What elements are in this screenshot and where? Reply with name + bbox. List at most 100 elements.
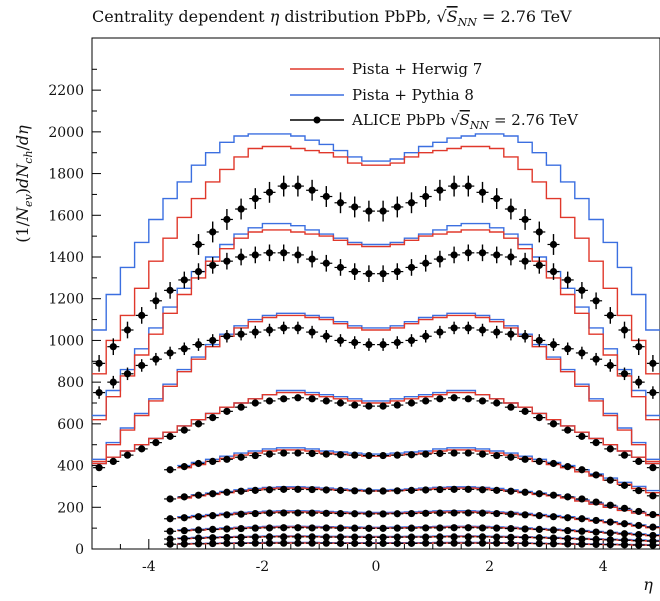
data-point-c7 xyxy=(280,524,288,532)
data-point-c5 xyxy=(322,486,330,494)
y-axis: 0 200 400 600 800 1000 1200 1400 1600 1800 2000 220… xyxy=(48,68,101,558)
data-point-c2 xyxy=(592,355,600,363)
data-point-c2 xyxy=(194,341,203,349)
x-tick-label: 0 xyxy=(372,559,381,575)
data-point-c8 xyxy=(351,533,359,541)
data-point-c4 xyxy=(464,449,472,457)
title-eta: η xyxy=(270,7,280,26)
data-point-c8 xyxy=(336,533,345,541)
data-point-c5 xyxy=(308,485,316,494)
data-point-c9 xyxy=(280,539,288,547)
data-point-c4 xyxy=(535,457,543,465)
title-middle: distribution PbPb, xyxy=(279,7,436,26)
data-point-c8 xyxy=(592,535,600,544)
series-pythia-c2 xyxy=(92,312,660,460)
data-point-c1 xyxy=(351,268,359,276)
legend-alice-suffix: = 2.76 TeV xyxy=(489,111,579,129)
legend-herwig-label: Pista + Herwig 7 xyxy=(352,60,482,78)
data-point-c2 xyxy=(294,324,302,332)
data-point-c5 xyxy=(436,485,444,494)
data-point-c3 xyxy=(251,399,259,407)
data-point-c0 xyxy=(209,228,217,236)
data-point-c7 xyxy=(251,524,259,532)
data-point-c3 xyxy=(166,432,174,440)
data-point-c1 xyxy=(535,261,543,269)
data-point-c3 xyxy=(422,397,430,405)
x-tick-label: -2 xyxy=(256,559,270,575)
data-point-c9 xyxy=(294,539,302,547)
data-point-c7 xyxy=(194,526,203,534)
data-point-c6 xyxy=(393,510,401,518)
data-point-c9 xyxy=(535,539,543,548)
data-point-c8 xyxy=(237,533,245,541)
ylabel-ev: ev xyxy=(22,193,35,207)
data-point-c0 xyxy=(265,188,274,196)
data-point-c2 xyxy=(535,336,543,345)
data-point-c2 xyxy=(450,324,458,332)
data-point-c8 xyxy=(436,533,444,541)
data-point-c8 xyxy=(180,534,188,543)
data-point-c6 xyxy=(478,509,487,517)
data-point-c9 xyxy=(521,539,529,547)
data-point-c3 xyxy=(478,397,487,405)
data-point-c9 xyxy=(407,539,416,547)
data-point-c3 xyxy=(549,420,558,428)
y-tick-label: 2200 xyxy=(48,83,84,99)
data-point-c2 xyxy=(152,355,160,363)
data-point-c6 xyxy=(450,509,458,517)
data-point-c2 xyxy=(365,341,373,349)
data-point-c8 xyxy=(294,533,302,541)
legend-alice-nn: NN xyxy=(469,119,490,132)
data-point-c4 xyxy=(180,463,188,471)
data-point-c1 xyxy=(209,261,217,269)
data-point-c8 xyxy=(507,533,515,541)
data-point-c3 xyxy=(322,397,330,405)
data-point-c8 xyxy=(493,533,501,541)
series-herwig-c8 xyxy=(177,535,660,542)
data-point-c3 xyxy=(280,395,288,403)
data-point-c1 xyxy=(109,343,117,351)
data-point-c7 xyxy=(620,530,629,538)
data-point-c5 xyxy=(635,507,643,516)
data-point-c9 xyxy=(379,539,387,547)
data-point-c8 xyxy=(549,534,558,542)
data-point-c2 xyxy=(265,326,274,334)
data-point-c6 xyxy=(351,510,359,518)
data-point-c9 xyxy=(620,541,629,549)
data-point-c0 xyxy=(280,182,288,190)
data-point-c6 xyxy=(436,509,444,517)
data-point-c1 xyxy=(407,263,416,272)
data-point-c0 xyxy=(407,199,416,207)
data-point-c9 xyxy=(265,539,274,547)
data-point-c4 xyxy=(294,449,302,457)
data-point-c7 xyxy=(521,525,529,533)
data-point-c7 xyxy=(308,524,316,532)
data-point-c2 xyxy=(351,338,359,347)
y-tick-label: 800 xyxy=(57,375,84,391)
y-tick-label: 2000 xyxy=(48,125,84,141)
series-pythia-c1 xyxy=(92,222,660,417)
data-point-c8 xyxy=(407,533,416,541)
data-point-c6 xyxy=(166,515,174,523)
data-point-c5 xyxy=(592,498,600,506)
data-point-c7 xyxy=(180,527,188,535)
data-point-c9 xyxy=(635,541,643,549)
data-point-c2 xyxy=(507,330,515,338)
data-point-c4 xyxy=(407,451,416,459)
data-point-c7 xyxy=(450,524,458,532)
data-point-c5 xyxy=(521,488,529,496)
data-point-c2 xyxy=(166,349,174,357)
data-point-c3 xyxy=(507,403,515,411)
data-point-c4 xyxy=(592,471,600,479)
data-point-c8 xyxy=(365,533,373,541)
data-point-c2 xyxy=(95,388,103,397)
data-point-c3 xyxy=(379,402,387,410)
data-point-c8 xyxy=(280,533,288,541)
data-point-c6 xyxy=(507,510,515,518)
data-point-c1 xyxy=(649,359,657,367)
data-point-c6 xyxy=(422,509,430,517)
data-point-c4 xyxy=(393,451,401,459)
data-point-c1 xyxy=(592,297,600,305)
data-point-c3 xyxy=(294,394,302,402)
data-point-c8 xyxy=(521,533,529,542)
